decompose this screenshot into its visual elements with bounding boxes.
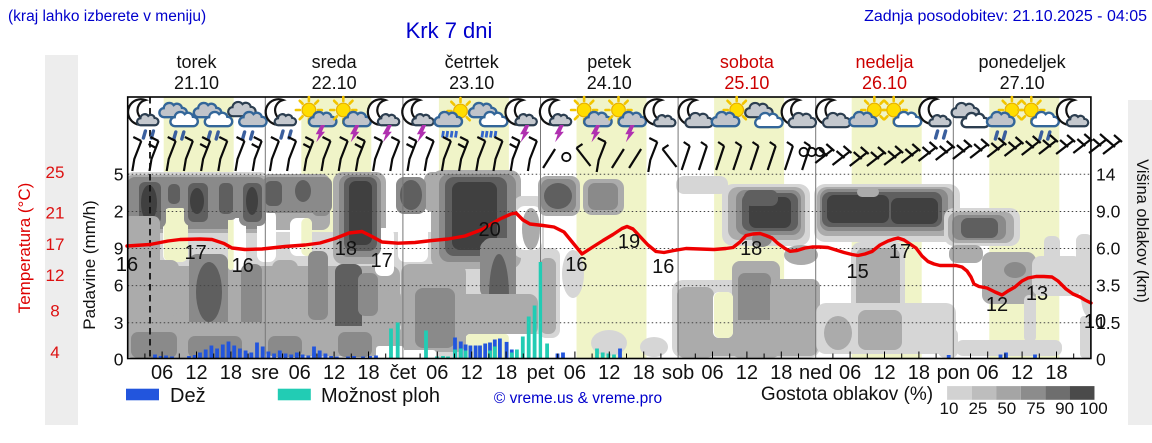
svg-text:17: 17 xyxy=(370,250,392,272)
svg-text:15: 15 xyxy=(846,261,868,283)
svg-text:ponedeljek: ponedeljek xyxy=(979,52,1067,72)
svg-text:06: 06 xyxy=(564,362,586,384)
svg-text:100: 100 xyxy=(1079,399,1107,418)
svg-text:21: 21 xyxy=(46,204,65,223)
svg-text:16: 16 xyxy=(652,256,674,278)
svg-text:Krk 7 dni: Krk 7 dni xyxy=(406,18,493,43)
svg-text:18: 18 xyxy=(495,362,517,384)
svg-text:18: 18 xyxy=(908,362,930,384)
svg-text:21.10: 21.10 xyxy=(174,73,219,93)
svg-text:16: 16 xyxy=(565,254,587,276)
svg-text:sre: sre xyxy=(251,362,279,384)
svg-text:3: 3 xyxy=(114,313,124,333)
svg-text:25: 25 xyxy=(46,163,65,182)
svg-text:18: 18 xyxy=(1045,362,1067,384)
svg-text:18: 18 xyxy=(740,238,762,260)
svg-text:4: 4 xyxy=(50,343,59,362)
svg-text:06: 06 xyxy=(151,362,173,384)
svg-text:12: 12 xyxy=(185,362,207,384)
svg-text:9: 9 xyxy=(114,239,124,259)
svg-text:14: 14 xyxy=(1096,164,1116,184)
svg-text:12: 12 xyxy=(986,294,1008,316)
svg-text:pet: pet xyxy=(527,362,555,384)
svg-text:3.5: 3.5 xyxy=(1096,276,1120,296)
svg-text:Višina oblakov (km): Višina oblakov (km) xyxy=(1133,159,1151,303)
svg-text:1.5: 1.5 xyxy=(1096,313,1120,333)
svg-text:čet: čet xyxy=(390,362,417,384)
svg-text:12: 12 xyxy=(46,266,65,285)
svg-text:50: 50 xyxy=(997,399,1016,418)
svg-text:torek: torek xyxy=(176,52,217,72)
svg-text:23.10: 23.10 xyxy=(449,73,494,93)
svg-text:24.10: 24.10 xyxy=(587,73,632,93)
svg-text:0: 0 xyxy=(114,350,124,370)
svg-text:17: 17 xyxy=(889,241,911,263)
svg-text:12: 12 xyxy=(323,362,345,384)
svg-text:12: 12 xyxy=(736,362,758,384)
svg-text:6: 6 xyxy=(114,276,124,296)
svg-text:90: 90 xyxy=(1055,399,1074,418)
svg-text:27.10: 27.10 xyxy=(1000,73,1045,93)
svg-text:ned: ned xyxy=(799,362,832,384)
svg-text:26.10: 26.10 xyxy=(862,73,907,93)
svg-text:sreda: sreda xyxy=(312,52,358,72)
svg-text:17: 17 xyxy=(46,235,65,254)
svg-text:20: 20 xyxy=(478,219,500,241)
svg-text:06: 06 xyxy=(977,362,999,384)
svg-text:19: 19 xyxy=(618,231,640,253)
svg-text:10: 10 xyxy=(1084,311,1106,333)
svg-text:12: 12 xyxy=(461,362,483,384)
svg-text:0: 0 xyxy=(1096,350,1106,370)
svg-text:06: 06 xyxy=(701,362,723,384)
svg-text:6.0: 6.0 xyxy=(1096,239,1121,259)
svg-text:Temperatura (°C): Temperatura (°C) xyxy=(15,183,34,314)
svg-text:petek: petek xyxy=(587,52,632,72)
svg-text:2: 2 xyxy=(114,202,124,222)
svg-text:12: 12 xyxy=(598,362,620,384)
svg-text:18: 18 xyxy=(770,362,792,384)
svg-text:22.10: 22.10 xyxy=(312,73,357,93)
svg-text:06: 06 xyxy=(839,362,861,384)
svg-text:5: 5 xyxy=(114,164,124,184)
svg-text:nedelja: nedelja xyxy=(855,52,914,72)
svg-text:pon: pon xyxy=(937,362,970,384)
svg-text:12: 12 xyxy=(1011,362,1033,384)
svg-text:06: 06 xyxy=(426,362,448,384)
svg-text:16: 16 xyxy=(231,255,253,277)
svg-text:06: 06 xyxy=(289,362,311,384)
svg-text:Možnost ploh: Možnost ploh xyxy=(321,385,440,407)
svg-text:četrtek: četrtek xyxy=(445,52,500,72)
svg-text:18: 18 xyxy=(335,238,357,260)
svg-text:25: 25 xyxy=(968,399,987,418)
svg-text:25.10: 25.10 xyxy=(724,73,769,93)
svg-text:17: 17 xyxy=(184,242,206,264)
svg-text:Gostota oblakov (%): Gostota oblakov (%) xyxy=(761,384,933,405)
svg-text:10: 10 xyxy=(940,399,959,418)
svg-text:8: 8 xyxy=(50,302,59,321)
svg-text:(kraj lahko izberete v meniju): (kraj lahko izberete v meniju) xyxy=(8,8,206,25)
svg-text:75: 75 xyxy=(1026,399,1045,418)
svg-text:sob: sob xyxy=(662,362,694,384)
svg-text:18: 18 xyxy=(633,362,655,384)
svg-text:18: 18 xyxy=(357,362,379,384)
svg-text:18: 18 xyxy=(220,362,242,384)
svg-text:Dež: Dež xyxy=(170,385,206,407)
svg-text:© vreme.us & vreme.pro: © vreme.us & vreme.pro xyxy=(494,390,662,407)
svg-text:13: 13 xyxy=(1026,283,1048,305)
svg-text:12: 12 xyxy=(873,362,895,384)
svg-text:9.0: 9.0 xyxy=(1096,202,1121,222)
svg-text:sobota: sobota xyxy=(720,52,775,72)
svg-text:Zadnja posodobitev: 21.10.2025: Zadnja posodobitev: 21.10.2025 - 04:05 xyxy=(864,8,1147,25)
svg-text:Padavine (mm/h): Padavine (mm/h) xyxy=(80,200,99,329)
